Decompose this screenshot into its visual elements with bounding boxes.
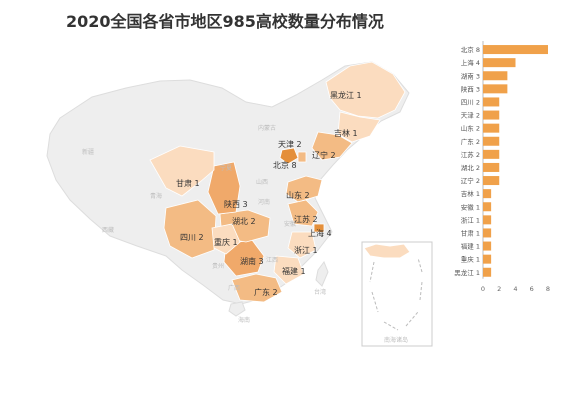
- bar-label: 浙江 1: [461, 215, 480, 224]
- bar: [483, 97, 500, 107]
- faint-label-guangxi: 广西: [228, 284, 240, 292]
- map-sichuan: [163, 199, 217, 259]
- inset-coast: [363, 243, 411, 259]
- bar: [483, 267, 492, 277]
- faint-label-xizang: 西藏: [102, 226, 114, 234]
- faint-label-henan: 河南: [258, 198, 270, 206]
- map-guangdong: [231, 273, 283, 303]
- bar-label: 上海 4: [461, 58, 480, 67]
- map-label-shandong: 山东 2: [286, 190, 310, 200]
- bar-label: 吉林 1: [461, 189, 480, 198]
- map-jilin: [337, 111, 381, 143]
- map-gansu: [149, 145, 215, 197]
- bar: [483, 136, 500, 146]
- x-tick-label: 0: [481, 285, 485, 293]
- bar-label: 陕西 3: [461, 84, 480, 93]
- map-label-tianjin: 天津 2: [278, 139, 302, 149]
- faint-label-shanxi: 山西: [256, 178, 268, 186]
- map-label-shaanxi: 陕西 3: [224, 199, 248, 209]
- map-label-sichuan: 四川 2: [180, 233, 204, 242]
- faint-label-hainan: 海南: [238, 316, 250, 324]
- bar: [483, 215, 492, 225]
- bar-label: 湖南 3: [461, 71, 480, 80]
- bar-label: 福建 1: [461, 242, 480, 251]
- map-shanghai: [313, 223, 325, 233]
- map-label-hunan: 湖南 3: [240, 256, 264, 266]
- map-tianjin: [297, 151, 307, 163]
- bar: [483, 45, 548, 55]
- bar-label: 甘肃 1: [461, 228, 480, 237]
- faint-label-neimenggu: 内蒙古: [258, 124, 276, 132]
- map-jiangsu: [287, 199, 319, 227]
- map-label-chongqing: 重庆 1: [214, 237, 238, 247]
- x-tick-label: 4: [513, 285, 517, 293]
- map-taiwan: [315, 260, 329, 287]
- bar: [483, 58, 516, 68]
- bar-label: 北京 8: [461, 45, 480, 54]
- bar: [483, 71, 508, 81]
- bar: [483, 84, 508, 94]
- map-liaoning: [311, 131, 353, 161]
- inset-dashes: [369, 257, 423, 331]
- bar-label: 广东 2: [461, 137, 480, 146]
- map-fujian: [273, 255, 305, 285]
- x-tick-label: 6: [530, 285, 534, 293]
- map-label-beijing: 北京 8: [273, 160, 297, 170]
- map-label-jilin: 吉林 1: [334, 128, 358, 138]
- map-label-guangdong: 广东 2: [254, 287, 278, 297]
- bar-label: 四川 2: [461, 98, 480, 106]
- map-heilongjiang: [325, 61, 406, 119]
- faint-label-ningxia: 宁夏: [220, 164, 232, 172]
- bar: [483, 176, 500, 186]
- bar: [483, 254, 492, 264]
- bar-label: 辽宁 2: [461, 176, 480, 185]
- map-label-liaoning: 辽宁 2: [312, 150, 336, 160]
- faint-label-jiangxi: 江西: [266, 257, 278, 264]
- faint-label-taiwan: 台湾: [314, 288, 326, 296]
- map-label-heilongjiang: 黑龙江 1: [330, 90, 362, 100]
- bar: [483, 149, 500, 159]
- map-chongqing: [211, 223, 241, 255]
- bar-label: 江苏 2: [461, 150, 480, 159]
- x-tick-label: 2: [497, 285, 501, 293]
- map-shandong: [285, 175, 323, 203]
- bar: [483, 123, 500, 133]
- bar: [483, 202, 492, 212]
- faint-label-qinghai: 青海: [150, 192, 162, 200]
- map-zhejiang: [287, 231, 317, 259]
- x-tick-label: 8: [546, 285, 550, 293]
- bar: [483, 162, 500, 172]
- bar: [483, 110, 500, 120]
- bar-label: 黑龙江 1: [454, 268, 480, 277]
- bar-label: 重庆 1: [461, 255, 480, 264]
- faint-label-guizhou: 贵州: [212, 262, 224, 270]
- bar-label: 山东 2: [461, 124, 480, 133]
- map-label-jiangsu: 江苏 2: [294, 214, 318, 224]
- map-label-fujian: 福建 1: [282, 266, 306, 276]
- map-label-gansu: 甘肃 1: [176, 178, 200, 188]
- bar-label: 天津 2: [461, 112, 480, 120]
- map-label-zhejiang: 浙江 1: [294, 245, 318, 255]
- map-label-shanghai: 上海 4: [308, 228, 332, 238]
- bar: [483, 189, 492, 199]
- faint-label-xinjiang: 新疆: [82, 148, 94, 156]
- inset-label: 南海诸岛: [384, 336, 408, 344]
- map-beijing: [279, 147, 299, 165]
- map-shaanxi: [207, 161, 241, 215]
- bar: [483, 228, 492, 238]
- bar-label: 安徽 1: [461, 202, 480, 211]
- chart-title: 2020全国各省市地区985高校数量分布情况: [66, 12, 384, 31]
- bar: [483, 241, 492, 251]
- faint-label-anhui: 安徽: [284, 220, 296, 228]
- map-label-hubei: 湖北 2: [232, 217, 256, 226]
- bar-label: 湖北 2: [461, 163, 480, 172]
- map-hainan: [228, 301, 246, 317]
